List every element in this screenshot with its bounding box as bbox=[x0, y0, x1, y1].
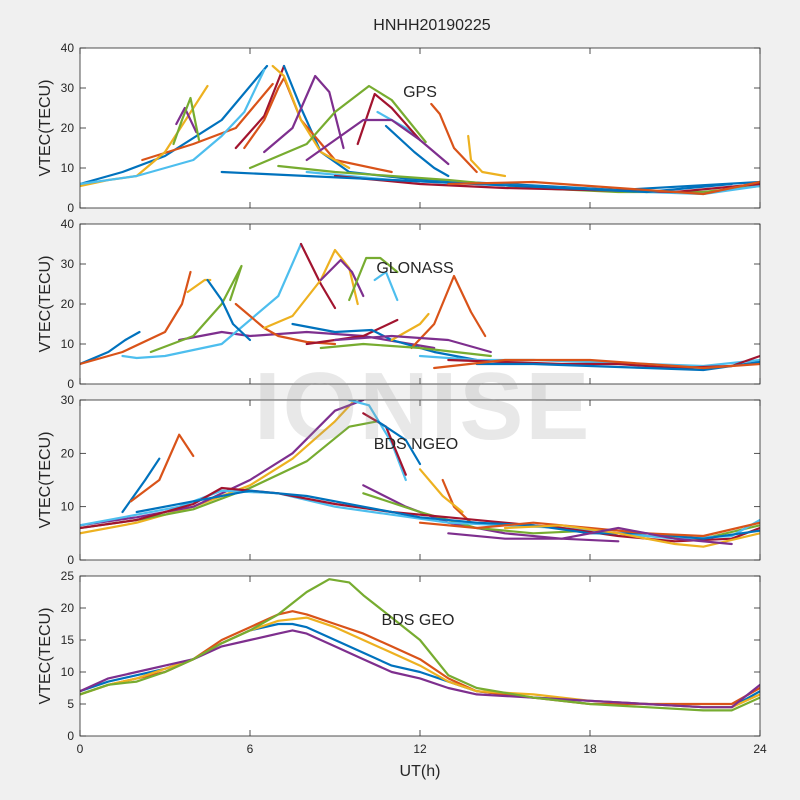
x-axis-label: UT(h) bbox=[400, 763, 441, 780]
series-group bbox=[80, 64, 760, 196]
series-line bbox=[172, 96, 201, 146]
x-tick-label: 24 bbox=[753, 742, 767, 756]
series-line bbox=[263, 74, 345, 154]
series-line bbox=[80, 270, 192, 366]
series-line bbox=[430, 102, 478, 174]
series-line bbox=[149, 264, 243, 354]
series-line bbox=[333, 334, 492, 354]
x-tick-label: 6 bbox=[247, 742, 254, 756]
y-tick-label: 40 bbox=[61, 41, 75, 55]
plot-area bbox=[80, 224, 760, 384]
subplot-1: 0 10 20 30 40 VTEC(TECU) GPS bbox=[37, 41, 761, 215]
y-tick-label: 10 bbox=[61, 161, 75, 175]
y-tick-label: 20 bbox=[61, 601, 75, 615]
y-axis-label: VTEC(TECU) bbox=[37, 432, 54, 529]
series-line bbox=[305, 118, 450, 166]
panel-annotation-label: GLONASS bbox=[376, 260, 453, 277]
series-line bbox=[418, 468, 464, 514]
series-line bbox=[299, 242, 337, 310]
series-line bbox=[319, 342, 492, 358]
panel-annotation-label: BDS GEO bbox=[382, 612, 455, 629]
series-line bbox=[390, 312, 430, 342]
y-tick-label: 10 bbox=[61, 337, 75, 351]
x-tick-label: 12 bbox=[413, 742, 427, 756]
series-line bbox=[80, 578, 760, 712]
series-line bbox=[503, 524, 760, 548]
y-axis-label: VTEC(TECU) bbox=[37, 256, 54, 353]
series-line bbox=[305, 318, 399, 346]
y-tick-label: 0 bbox=[67, 201, 74, 215]
series-line bbox=[129, 433, 195, 503]
y-tick-label: 10 bbox=[61, 665, 75, 679]
series-line bbox=[376, 420, 422, 466]
series-line bbox=[384, 124, 450, 178]
series-line bbox=[80, 629, 760, 709]
y-tick-label: 30 bbox=[61, 393, 75, 407]
series-line bbox=[433, 358, 760, 370]
series-line bbox=[263, 248, 359, 330]
y-tick-label: 20 bbox=[61, 121, 75, 135]
series-line bbox=[447, 180, 760, 196]
panel-annotation-label: BDS NGEO bbox=[374, 436, 458, 453]
series-group bbox=[80, 400, 760, 548]
series-line bbox=[80, 400, 356, 535]
y-tick-label: 5 bbox=[67, 697, 74, 711]
panel-annotation-label: GPS bbox=[403, 84, 437, 101]
series-line bbox=[475, 360, 760, 372]
subplot-stack: 0 10 20 30 40 VTEC(TECU) GPS 0 10 20 30 40 VTEC(TECU… bbox=[37, 41, 767, 756]
series-group bbox=[80, 242, 760, 372]
series-line bbox=[333, 174, 760, 194]
series-line bbox=[175, 106, 198, 134]
series-line bbox=[441, 478, 473, 524]
series-line bbox=[80, 330, 141, 366]
y-tick-label: 0 bbox=[67, 377, 74, 391]
series-line bbox=[319, 258, 365, 298]
figure-title: HNHH20190225 bbox=[373, 17, 491, 34]
series-line bbox=[121, 242, 303, 360]
y-tick-label: 15 bbox=[61, 633, 75, 647]
y-tick-label: 30 bbox=[61, 81, 75, 95]
y-tick-label: 20 bbox=[61, 446, 75, 460]
series-line bbox=[234, 64, 286, 150]
series-line bbox=[447, 526, 733, 546]
series-line bbox=[348, 256, 399, 302]
y-axis-label: VTEC(TECU) bbox=[37, 608, 54, 705]
series-line bbox=[373, 270, 399, 302]
series-line bbox=[206, 278, 252, 342]
series-line bbox=[410, 274, 487, 350]
x-tick-label: 0 bbox=[77, 742, 84, 756]
series-line bbox=[418, 521, 760, 538]
series-line bbox=[271, 64, 351, 170]
subplot-2: 0 10 20 30 40 VTEC(TECU) GLONASS bbox=[37, 217, 761, 391]
series-line bbox=[467, 134, 507, 178]
y-tick-label: 0 bbox=[67, 553, 74, 567]
series-line bbox=[141, 82, 274, 162]
y-tick-label: 0 bbox=[67, 729, 74, 743]
x-tick-label: 18 bbox=[583, 742, 597, 756]
subplot-3: 0 10 20 30 VTEC(TECU) BDS NGEO bbox=[37, 393, 761, 567]
series-line bbox=[80, 64, 269, 186]
subplot-4: 0 6 12 18 24 0 5 10 15 20 25 VTEC(TECU) BDS GEO bbox=[37, 569, 767, 756]
y-tick-label: 25 bbox=[61, 569, 75, 583]
plot-area bbox=[80, 576, 760, 736]
y-axis-label: VTEC(TECU) bbox=[37, 80, 54, 177]
y-tick-label: 10 bbox=[61, 500, 75, 514]
series-line bbox=[80, 400, 365, 527]
series-line bbox=[291, 322, 478, 362]
series-line bbox=[248, 84, 427, 170]
y-tick-label: 40 bbox=[61, 217, 75, 231]
y-tick-label: 20 bbox=[61, 297, 75, 311]
y-tick-label: 30 bbox=[61, 257, 75, 271]
series-line bbox=[80, 68, 266, 186]
series-group bbox=[80, 578, 760, 712]
